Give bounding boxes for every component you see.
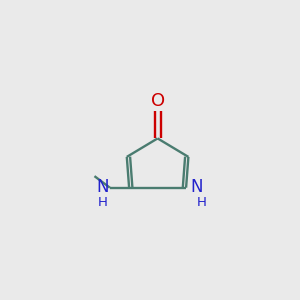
Text: O: O xyxy=(151,92,165,110)
Text: N: N xyxy=(96,178,109,196)
Text: H: H xyxy=(98,196,108,209)
Text: H: H xyxy=(197,196,207,209)
Text: N: N xyxy=(190,178,203,196)
